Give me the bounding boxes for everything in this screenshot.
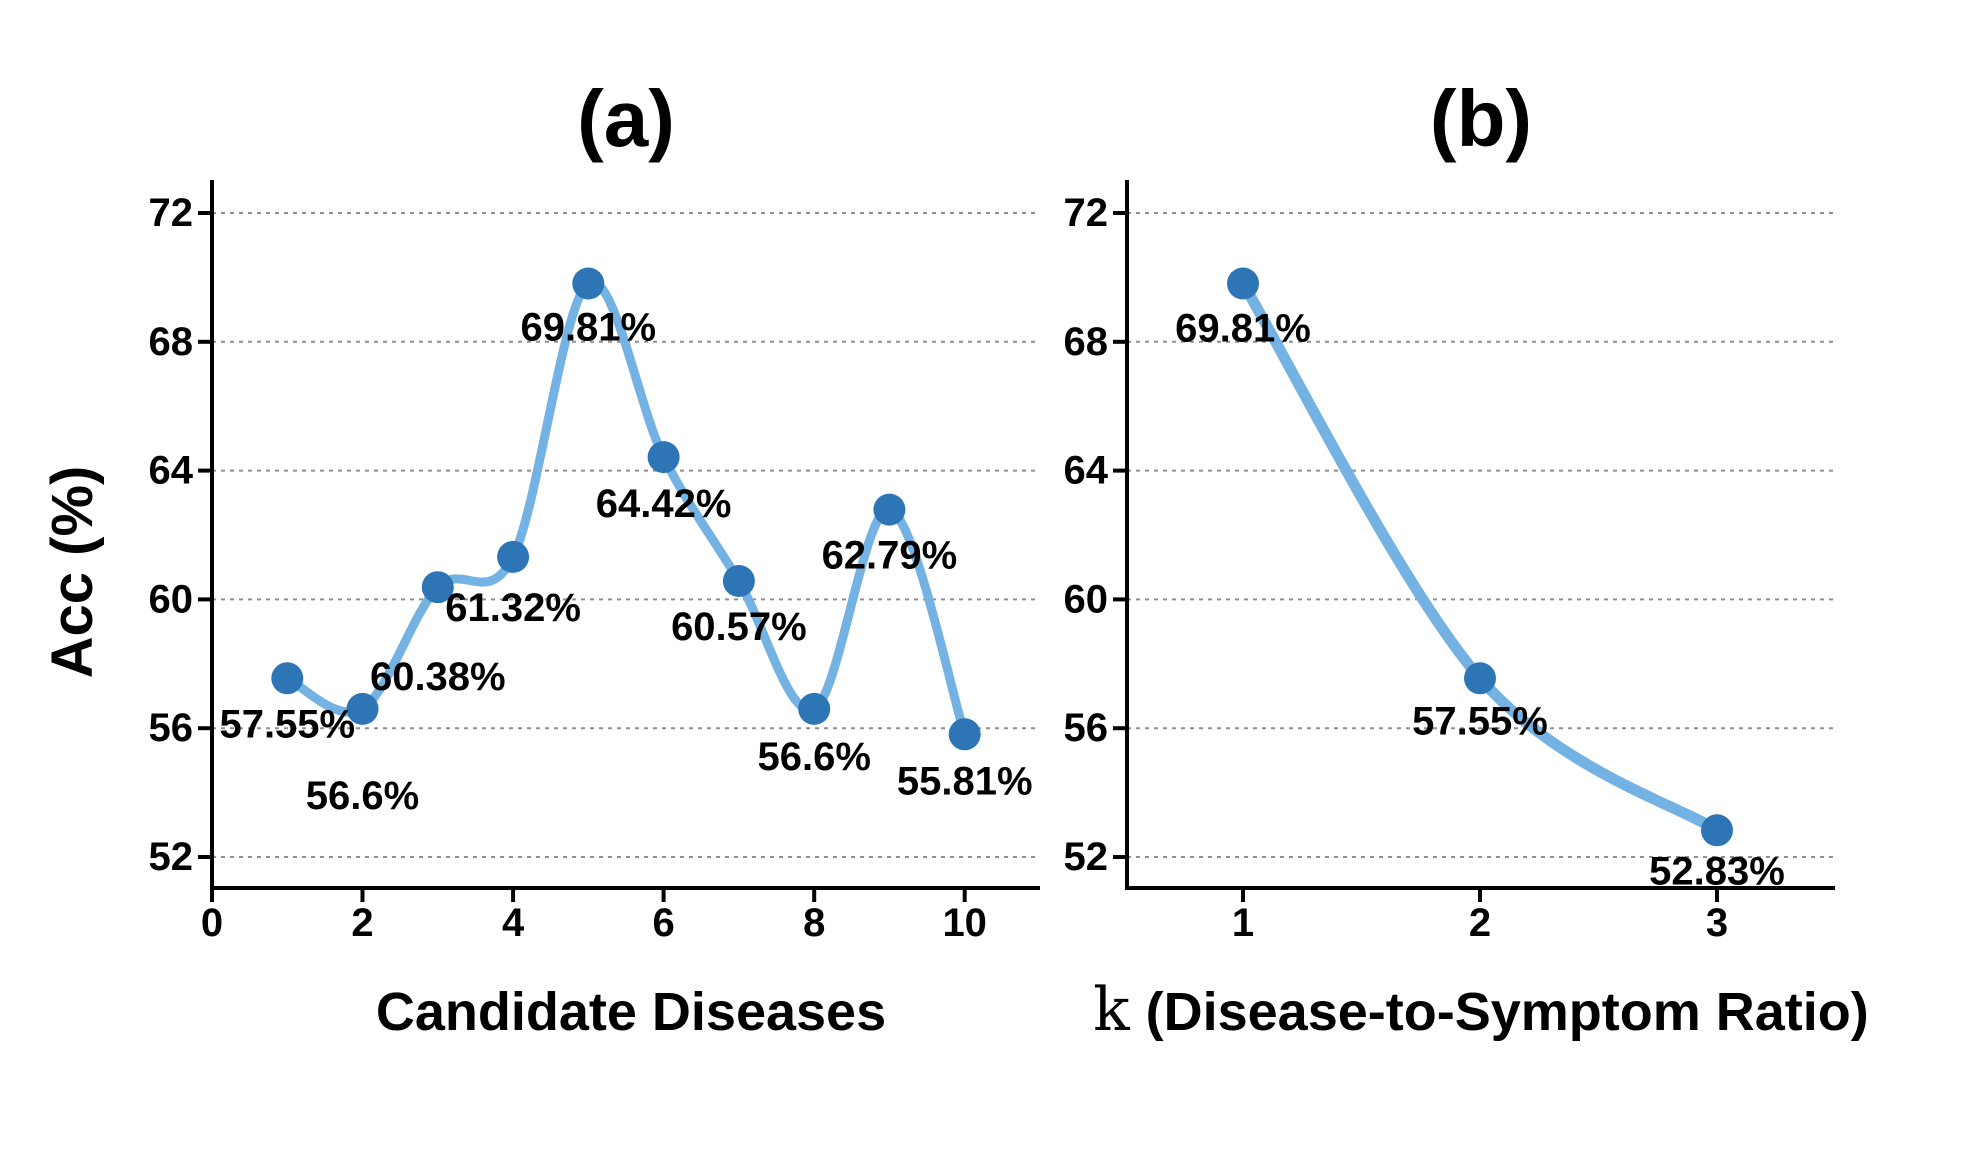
y-axis-title: Acc (%) — [40, 466, 105, 679]
x-tick-label: 10 — [942, 901, 987, 945]
data-line — [1237, 278, 1723, 836]
x-tick-label: 3 — [1706, 901, 1728, 945]
y-tick-label: 56 — [149, 706, 194, 750]
data-point-marker — [1701, 814, 1733, 847]
data-point-marker — [497, 540, 530, 573]
data-point-label: 57.55% — [219, 702, 355, 746]
data-point-label: 62.79% — [822, 534, 958, 578]
data-point-marker — [346, 692, 379, 725]
data-point-label: 57.55% — [1412, 699, 1548, 743]
x-axis-title: Candidate Diseases — [376, 982, 886, 1042]
data-point-marker — [1464, 662, 1496, 695]
data-point-label: 56.6% — [306, 774, 419, 818]
x-axis-title: k (Disease-to-Symptom Ratio) — [1093, 975, 1868, 1045]
x-axis-title-main: (Disease-to-Symptom Ratio) — [1146, 982, 1869, 1042]
x-tick-label: 1 — [1232, 901, 1254, 945]
data-point-label: 56.6% — [757, 735, 870, 779]
y-tick-label: 72 — [149, 191, 194, 235]
x-tick-label: 8 — [803, 901, 825, 945]
y-tick-label: 52 — [149, 835, 194, 879]
y-tick-label: 72 — [1064, 191, 1109, 235]
data-point-marker — [948, 718, 981, 751]
y-tick-label: 68 — [149, 320, 194, 364]
data-point-label: 61.32% — [445, 586, 581, 630]
data-point-label: 69.81% — [520, 306, 656, 350]
data-point-marker — [572, 267, 605, 300]
data-point-marker — [873, 493, 906, 526]
y-tick-label: 64 — [1064, 449, 1109, 493]
y-tick-label: 68 — [1064, 320, 1109, 364]
data-point-marker — [722, 565, 755, 597]
x-tick-label: 4 — [502, 901, 525, 945]
data-point-label: 69.81% — [1175, 307, 1311, 351]
data-point-marker — [647, 441, 680, 474]
data-point-label: 60.38% — [370, 655, 506, 699]
y-tick-label: 52 — [1064, 835, 1109, 879]
data-point-marker — [421, 571, 454, 604]
x-tick-label: 2 — [351, 901, 373, 945]
x-tick-label: 0 — [201, 901, 223, 945]
y-tick-label: 60 — [149, 577, 194, 621]
panel-title: (a) — [577, 74, 675, 163]
data-point-marker — [798, 692, 831, 725]
y-tick-label: 64 — [149, 449, 194, 493]
panel-b: 1 2 3 72 68 64 60 56 52 (b) k (Disease-to-Symptom R… — [1064, 74, 1869, 1045]
data-point-label: 52.83% — [1649, 849, 1785, 893]
y-tick-label: 56 — [1064, 706, 1109, 750]
data-point-label: 60.57% — [671, 605, 807, 649]
data-point-marker — [1227, 267, 1259, 300]
data-point-label: 55.81% — [897, 759, 1033, 803]
y-tick-label: 60 — [1064, 577, 1109, 621]
x-tick-label: 2 — [1469, 901, 1491, 945]
data-point-label: 64.42% — [596, 482, 732, 526]
data-point-marker — [271, 662, 304, 695]
panel-title: (b) — [1430, 74, 1532, 163]
x-axis-title-k: k — [1093, 975, 1130, 1045]
x-tick-label: 6 — [652, 901, 674, 945]
